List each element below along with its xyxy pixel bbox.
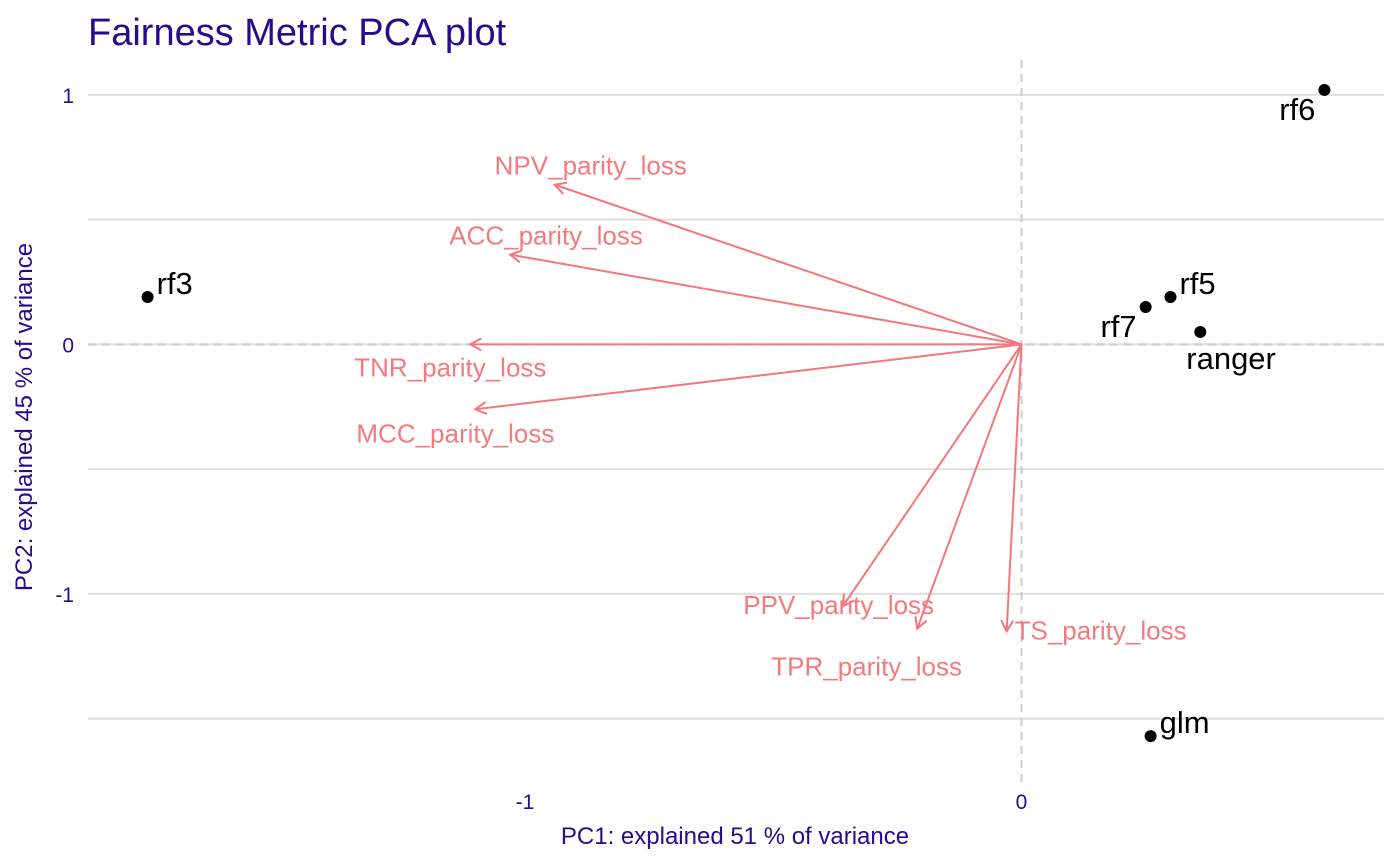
data-point	[1318, 83, 1331, 96]
gridlines	[88, 93, 1384, 720]
loading-label: TNR_parity_loss	[354, 352, 546, 382]
loading-arrow	[555, 185, 1022, 346]
loading-arrow	[843, 343, 1023, 606]
observation-points: rf6 rf5 rf7 ranger rf3 glm	[141, 83, 1331, 743]
x-tick-label: 0	[1016, 791, 1028, 814]
loading-label: NPV_parity_loss	[495, 151, 687, 181]
point-label: rf3	[157, 266, 193, 301]
data-point	[1194, 325, 1207, 338]
data-point	[1139, 300, 1152, 313]
point-label: rf6	[1279, 92, 1315, 127]
x-axis-title: PC1: explained 51 % of variance	[561, 823, 909, 850]
y-axis-title: PC2: explained 45 % of variance	[11, 243, 38, 591]
y-tick-label: 1	[62, 85, 74, 108]
x-tick-label: -1	[516, 791, 535, 814]
loading-label: PPV_parity_loss	[743, 590, 934, 620]
loading-arrow	[475, 343, 1022, 409]
point-label: ranger	[1186, 341, 1276, 376]
chart-title: Fairness Metric PCA plot	[88, 12, 507, 54]
data-point	[1144, 730, 1157, 743]
point-label: rf5	[1179, 266, 1215, 301]
loading-label: TPR_parity_loss	[771, 651, 962, 681]
loading-arrow	[1007, 344, 1023, 631]
loading-label: TS_parity_loss	[1015, 615, 1187, 645]
data-point	[1164, 291, 1177, 304]
loading-arrow	[917, 344, 1023, 628]
data-point	[141, 291, 154, 304]
zero-reference-lines	[88, 60, 1384, 786]
loading-arrow	[510, 255, 1022, 346]
axis-ticks: -1 0 1 0 -1	[55, 85, 1027, 814]
point-label: glm	[1160, 705, 1210, 740]
loading-label: ACC_parity_loss	[449, 221, 643, 251]
point-label: rf7	[1100, 309, 1136, 344]
loading-label: MCC_parity_loss	[356, 418, 554, 448]
loading-arrows: NPV_parity_loss ACC_parity_loss TNR_parity…	[354, 151, 1186, 682]
y-tick-label: -1	[55, 584, 74, 607]
y-tick-label: 0	[62, 334, 74, 357]
